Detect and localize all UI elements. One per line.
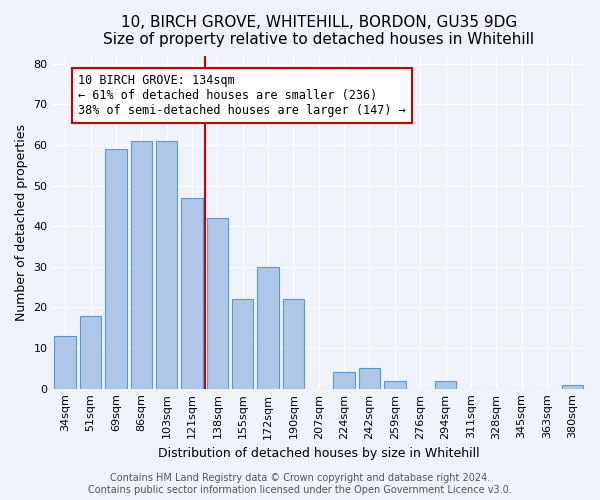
Bar (562, 384, 583, 388)
Bar (131, 141, 152, 388)
Y-axis label: Number of detached properties: Number of detached properties (15, 124, 28, 320)
Bar (55, 336, 76, 388)
Bar (384, 380, 406, 388)
Bar (206, 218, 228, 388)
Bar (283, 300, 304, 388)
Text: Contains HM Land Registry data © Crown copyright and database right 2024.
Contai: Contains HM Land Registry data © Crown c… (88, 474, 512, 495)
Bar (232, 300, 253, 388)
Bar (181, 198, 203, 388)
Text: 10 BIRCH GROVE: 134sqm
← 61% of detached houses are smaller (236)
38% of semi-de: 10 BIRCH GROVE: 134sqm ← 61% of detached… (78, 74, 406, 117)
X-axis label: Distribution of detached houses by size in Whitehill: Distribution of detached houses by size … (158, 447, 479, 460)
Title: 10, BIRCH GROVE, WHITEHILL, BORDON, GU35 9DG
Size of property relative to detach: 10, BIRCH GROVE, WHITEHILL, BORDON, GU35… (103, 15, 535, 48)
Bar (80, 316, 101, 388)
Bar (105, 149, 127, 388)
Bar (334, 372, 355, 388)
Bar (435, 380, 457, 388)
Bar (257, 267, 279, 388)
Bar (156, 141, 178, 388)
Bar (359, 368, 380, 388)
